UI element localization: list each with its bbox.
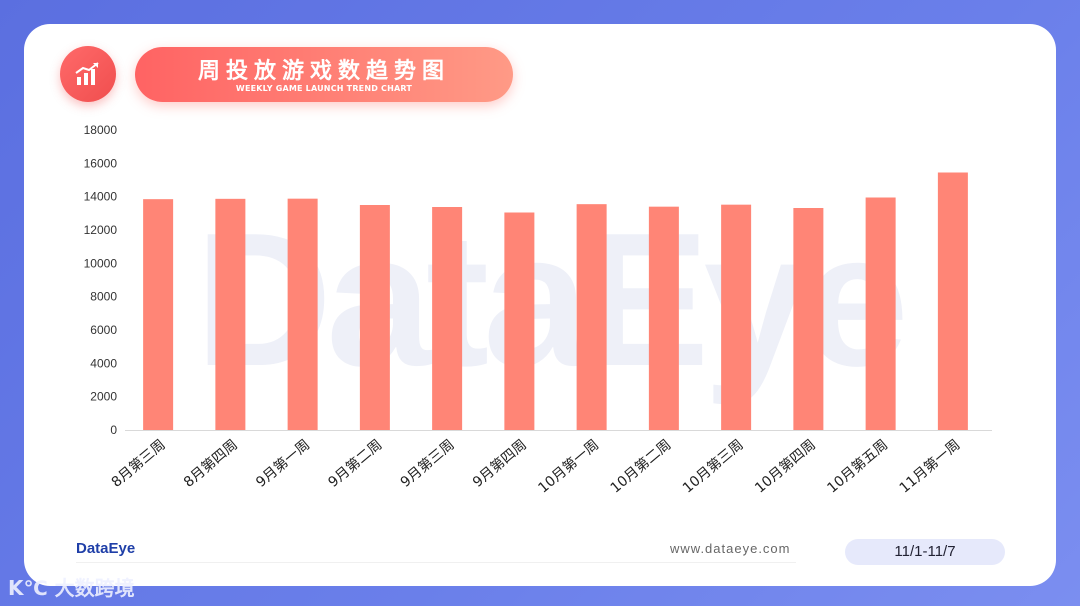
x-tick-label: 10月第一周 [535,436,602,496]
y-tick-label: 4000 [90,356,117,370]
bar[interactable] [287,198,318,430]
bar[interactable] [432,207,463,430]
date-range-badge: 11/1-11/7 [845,539,1005,565]
title-pill: 周投放游戏数趋势图 WEEKLY GAME LAUNCH TREND CHART [135,47,513,102]
x-tick-label: 11月第一周 [896,436,963,496]
x-tick-label: 9月第三周 [397,436,458,491]
y-tick-label: 6000 [90,323,117,337]
x-tick-label: 9月第二周 [325,436,386,491]
x-tick-label: 10月第四周 [751,436,818,496]
corner-watermark: K℃ 大数跨境 [8,576,135,600]
y-tick-label: 10000 [84,256,118,270]
x-tick-label: 10月第三周 [679,436,746,496]
bar[interactable] [143,199,174,430]
y-tick-label: 8000 [90,290,117,304]
bar[interactable] [504,212,535,431]
footer-divider [76,562,796,563]
bar[interactable] [648,206,679,430]
x-tick-label: 10月第五周 [824,436,891,496]
y-tick-label: 2000 [90,390,117,404]
y-tick-label: 14000 [84,190,118,204]
y-tick-label: 0 [110,423,117,437]
y-tick-label: 18000 [84,123,118,137]
y-tick-label: 16000 [84,156,118,170]
x-tick-label: 9月第一周 [253,436,314,491]
bar[interactable] [359,205,390,430]
x-tick-label: 8月第四周 [180,436,241,491]
x-tick-label: 10月第二周 [607,436,674,496]
bar[interactable] [937,172,968,431]
bar[interactable] [215,198,246,430]
bar-chart-trend-icon [60,46,116,102]
y-tick-label: 12000 [84,223,118,237]
x-tick-label: 9月第四周 [469,436,530,491]
chart-title: 周投放游戏数趋势图 [197,59,450,84]
website-link[interactable]: www.dataeye.com [670,541,791,556]
dataeye-logo: DataEye [76,540,136,557]
bar[interactable] [576,204,607,430]
bar[interactable] [865,197,896,431]
bar[interactable] [793,208,824,430]
bar[interactable] [721,204,752,430]
x-tick-label: 8月第三周 [108,436,169,491]
chart-subtitle: WEEKLY GAME LAUNCH TREND CHART [235,84,413,93]
